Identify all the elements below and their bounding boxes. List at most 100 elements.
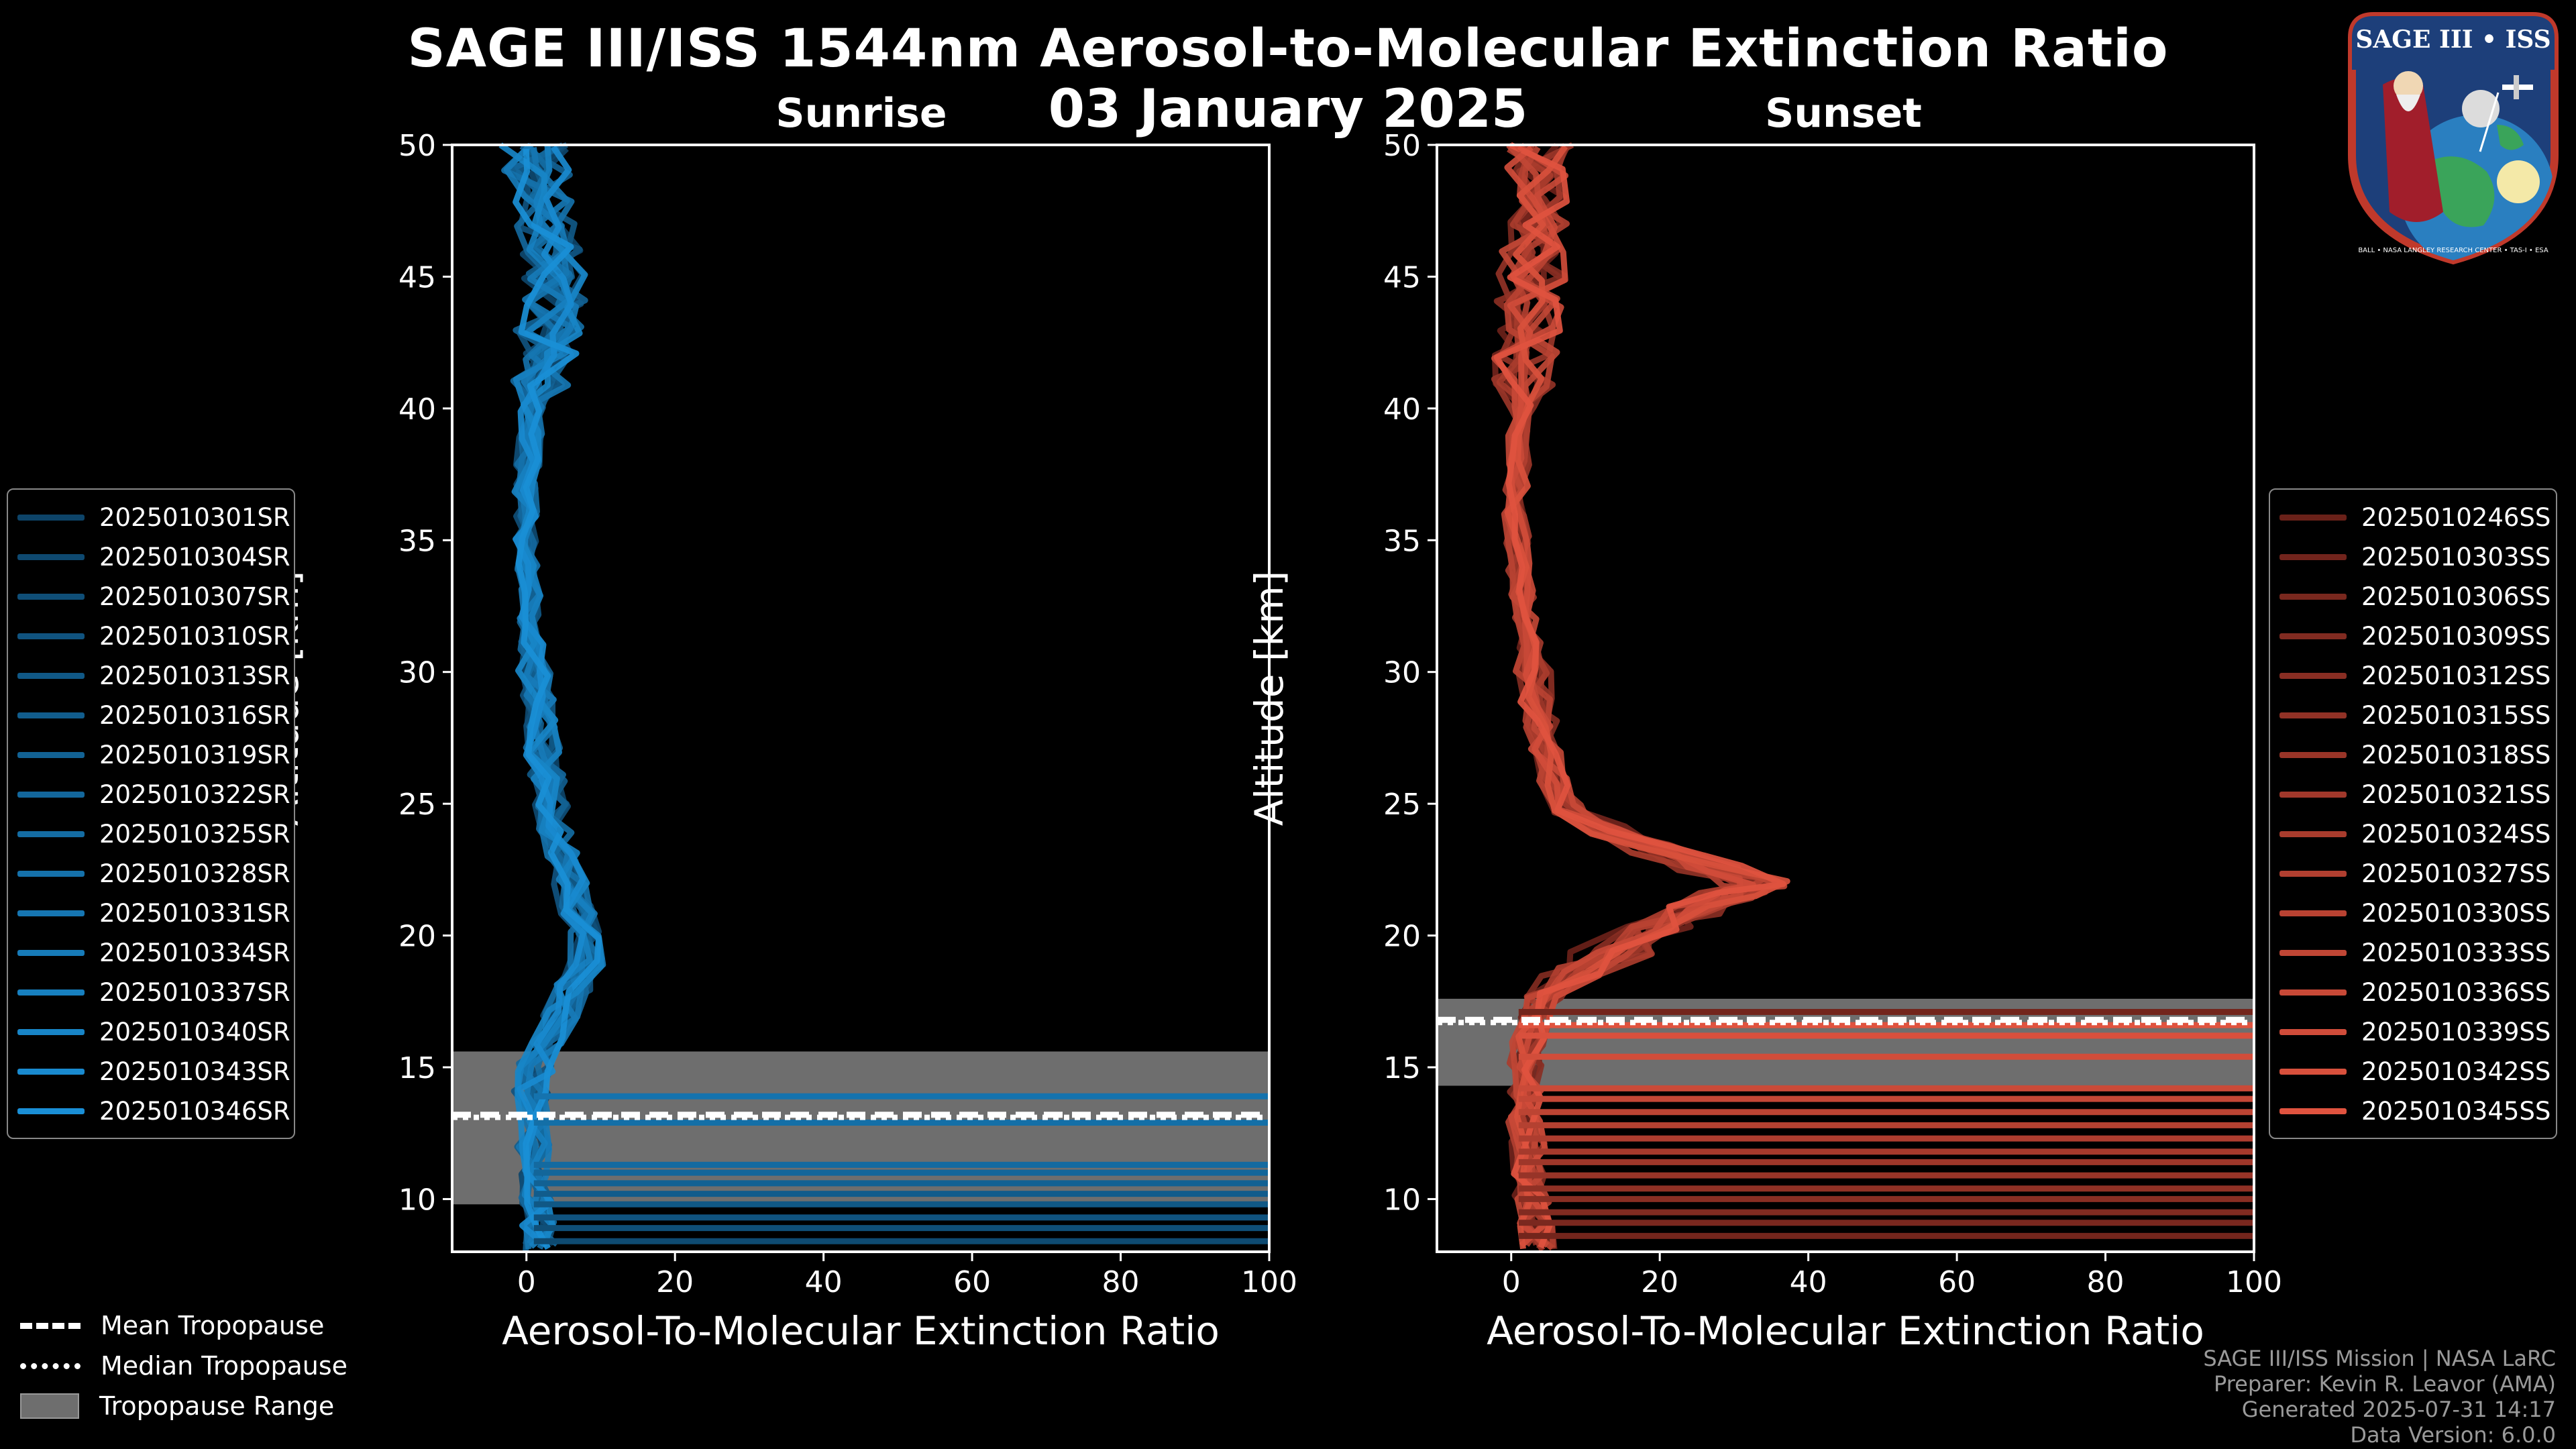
legend-label: 2025010345SS [2361, 1097, 2551, 1126]
x-tick-label: 20 [656, 1265, 694, 1299]
y-tick-label: 20 [398, 920, 436, 954]
legend-item: 2025010325SR [17, 814, 290, 854]
profile-line-2025010346SR [513, 148, 602, 1250]
legend-label: 2025010313SR [99, 661, 290, 690]
legend-item: 2025010337SR [17, 973, 290, 1012]
legend-label: 2025010330SS [2361, 899, 2551, 928]
legend-label: 2025010318SS [2361, 741, 2551, 769]
profile-line-2025010343SR [513, 145, 586, 1246]
y-tick-label: 30 [398, 656, 436, 690]
legend-label: 2025010303SS [2361, 543, 2551, 572]
legend-item: 2025010328SR [17, 854, 290, 894]
legend-label: 2025010346SR [99, 1097, 290, 1126]
x-tick-label: 0 [517, 1265, 536, 1299]
legend-label: 2025010304SR [99, 543, 290, 572]
y-tick-label: 35 [1383, 524, 1421, 558]
x-tick-label: 80 [2087, 1265, 2125, 1299]
legend-item: 2025010313SR [17, 656, 290, 696]
x-tick-label: 100 [1241, 1265, 1297, 1299]
logo-name: SAGE III • ISS [2355, 25, 2551, 54]
legend-label: 2025010321SS [2361, 780, 2551, 809]
legend-swatch [17, 1069, 85, 1075]
legend-swatch [17, 633, 85, 639]
legend-item: 2025010306SS [2279, 577, 2551, 616]
legend-item: 2025010321SS [2279, 775, 2551, 814]
legend-swatch [2279, 910, 2347, 916]
credits-footer: SAGE III/ISS Mission | NASA LaRC Prepare… [2203, 1346, 2556, 1448]
x-tick-label: 60 [1938, 1265, 1976, 1299]
legend-item: 2025010316SR [17, 696, 290, 735]
legend-swatch [17, 515, 85, 521]
legend-label: 2025010306SS [2361, 582, 2551, 611]
y-tick-label: 25 [1383, 788, 1421, 822]
legend-swatch [17, 1029, 85, 1035]
legend-median-label: Median Tropopause [101, 1351, 347, 1381]
legend-swatch [2279, 831, 2347, 837]
legend-label: 2025010312SS [2361, 661, 2551, 690]
legend-label: 2025010340SR [99, 1018, 290, 1046]
y-tick-label: 50 [398, 129, 436, 163]
legend-swatch [2279, 1069, 2347, 1075]
footer-generated: Generated 2025-07-31 14:17 [2241, 1397, 2556, 1422]
y-tick-label: 15 [1383, 1051, 1421, 1085]
x-tick-label: 20 [1641, 1265, 1678, 1299]
legend-swatch [2279, 1029, 2347, 1035]
x-tick-label: 60 [953, 1265, 991, 1299]
legend-label: 2025010315SS [2361, 701, 2551, 730]
legend-label: 2025010343SR [99, 1057, 290, 1086]
legend-mean-tropopause: Mean Tropopause [20, 1305, 347, 1346]
legend-item: 2025010304SR [17, 537, 290, 577]
y-tick-label: 10 [1383, 1183, 1421, 1217]
legend-item: 2025010246SS [2279, 498, 2551, 537]
legend-item: 2025010334SR [17, 933, 290, 973]
sunrise-legend: 2025010301SR 2025010304SR 2025010307SR 2025… [7, 488, 295, 1139]
sunrise-panel: 0 20 40 60 80 100 10 15 20 25 30 35 40 45 50 Aerosol-To… [262, 129, 1297, 1354]
profile-line-2025010334SR [503, 143, 606, 1245]
legend-item: 2025010319SR [17, 735, 290, 775]
sage-iii-mission-logo: SAGE III • ISS BALL • NASA LANGLEY RESEA… [2348, 12, 2559, 265]
legend-label: 2025010342SS [2361, 1057, 2551, 1086]
x-tick-label: 0 [1502, 1265, 1521, 1299]
legend-label: 2025010316SR [99, 701, 290, 730]
legend-swatch [17, 1108, 85, 1114]
tropopause-legend: Mean Tropopause Median Tropopause Tropop… [20, 1305, 347, 1426]
legend-swatch [2279, 712, 2347, 718]
legend-item: 2025010315SS [2279, 696, 2551, 735]
legend-swatch [2279, 1108, 2347, 1114]
legend-item: 2025010312SS [2279, 656, 2551, 696]
sun-icon [2497, 160, 2540, 203]
legend-swatch [17, 673, 85, 679]
y-tick-label: 30 [1383, 656, 1421, 690]
legend-item: 2025010343SR [17, 1052, 290, 1091]
legend-label: 2025010309SS [2361, 622, 2551, 651]
legend-swatch [17, 554, 85, 560]
legend-label: 2025010339SS [2361, 1018, 2551, 1046]
legend-label: 2025010336SS [2361, 978, 2551, 1007]
legend-item: 2025010309SS [2279, 616, 2551, 656]
legend-swatch [17, 752, 85, 758]
sunrise-x-axis-label: Aerosol-To-Molecular Extinction Ratio [502, 1308, 1220, 1354]
legend-swatch [17, 831, 85, 837]
dotted-line-icon [20, 1362, 80, 1369]
legend-item: 2025010339SS [2279, 1012, 2551, 1052]
legend-swatch [17, 989, 85, 996]
legend-swatch [17, 950, 85, 956]
sunset-panel: 0 20 40 60 80 100 10 15 20 25 30 35 40 45 50 Aerosol-To… [1246, 129, 2282, 1354]
legend-swatch [2279, 871, 2347, 877]
y-tick-label: 35 [398, 524, 436, 558]
legend-label: 2025010324SS [2361, 820, 2551, 849]
robe-figure-icon [2383, 78, 2443, 222]
y-tick-label: 20 [1383, 920, 1421, 954]
y-tick-label: 15 [398, 1051, 436, 1085]
legend-label: 2025010331SR [99, 899, 290, 928]
footer-preparer: Preparer: Kevin R. Leavor (AMA) [2213, 1371, 2556, 1397]
legend-item: 2025010336SS [2279, 973, 2551, 1012]
x-tick-label: 40 [805, 1265, 843, 1299]
sunset-axes-frame [1436, 144, 2255, 1253]
y-tick-label: 45 [398, 260, 436, 294]
sunset-profiles [1491, 142, 2254, 1252]
date-subtitle: 03 January 2025 [1048, 79, 1528, 140]
y-tick-label: 25 [398, 788, 436, 822]
sunrise-tropopause-range-band [452, 1051, 1269, 1205]
